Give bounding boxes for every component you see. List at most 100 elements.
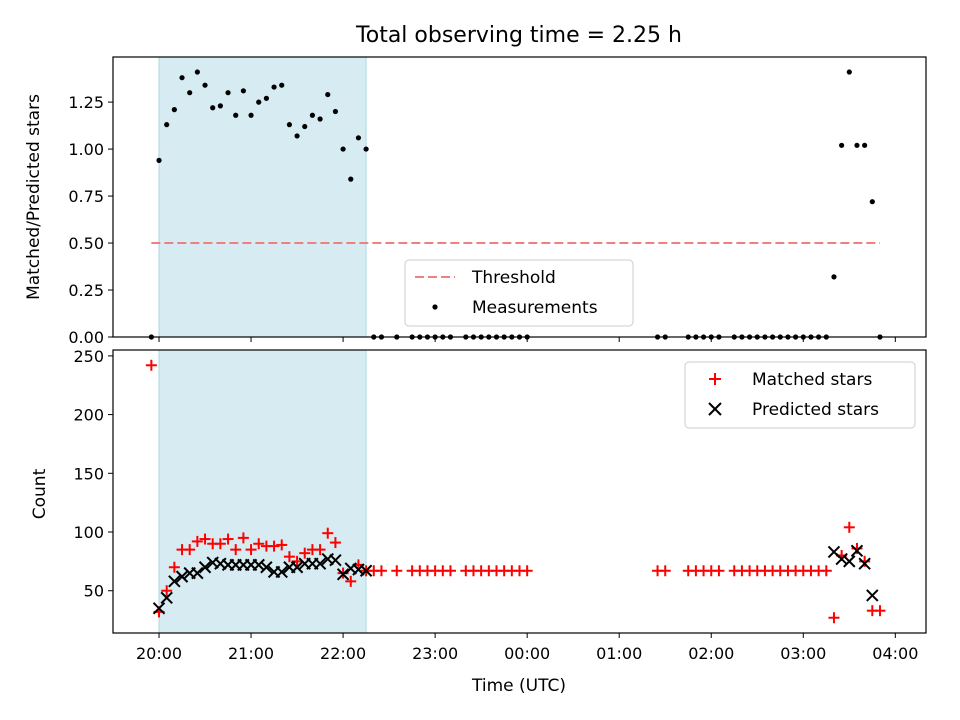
legend-predicted-swatch bbox=[708, 402, 722, 416]
matched-star-point bbox=[145, 359, 157, 371]
top-y-axis-label: Matched/Predicted stars bbox=[24, 94, 44, 300]
predicted-star-stroke-b bbox=[359, 564, 373, 577]
bottom-y-tick-label: 200 bbox=[73, 406, 104, 425]
predicted-star-stroke-b bbox=[152, 602, 166, 615]
matched-star-point bbox=[322, 527, 334, 539]
measurement-point bbox=[302, 123, 308, 130]
measurement-point bbox=[217, 103, 223, 109]
measurement-point bbox=[831, 274, 837, 280]
top-y-tick-label: 0.00 bbox=[68, 328, 104, 347]
predicted-star-stroke-b bbox=[175, 570, 189, 583]
predicted-star-stroke-b bbox=[191, 566, 204, 580]
matched-star-point bbox=[237, 532, 249, 544]
measurement-point bbox=[263, 95, 269, 101]
predicted-star-stroke-b bbox=[843, 555, 856, 568]
predicted-star-point bbox=[252, 558, 265, 572]
measurement-point bbox=[854, 142, 860, 148]
top-y-tick-label: 0.25 bbox=[68, 281, 104, 300]
measurement-point bbox=[340, 146, 346, 152]
legend-threshold-label: Threshold bbox=[471, 268, 556, 288]
predicted-star-point bbox=[168, 575, 181, 588]
matched-star-point bbox=[184, 544, 196, 556]
predicted-star-point bbox=[160, 591, 173, 604]
predicted-star-stroke-b bbox=[275, 565, 288, 579]
matched-star-point bbox=[828, 612, 840, 624]
predicted-star-point bbox=[866, 589, 879, 602]
measurement-point bbox=[317, 116, 323, 122]
bottom-x-tick-label: 03:00 bbox=[780, 644, 826, 663]
measurement-point bbox=[271, 84, 277, 90]
measurement-point bbox=[156, 157, 162, 163]
predicted-star-stroke-b bbox=[866, 589, 879, 602]
measurement-point bbox=[179, 75, 185, 81]
top-y-tick-label: 0.50 bbox=[68, 234, 104, 253]
predicted-star-stroke-b bbox=[198, 561, 212, 574]
bottom-y-tick-label: 50 bbox=[84, 582, 104, 601]
measurement-point bbox=[309, 112, 316, 118]
matched-star-point bbox=[283, 551, 295, 563]
measurement-point bbox=[355, 135, 362, 141]
measurement-point bbox=[164, 122, 170, 128]
predicted-star-point bbox=[858, 557, 871, 570]
matched-star-point bbox=[268, 540, 280, 552]
measurement-point bbox=[210, 105, 216, 111]
matched-star-point bbox=[444, 565, 456, 577]
predicted-star-point bbox=[336, 568, 350, 581]
predicted-star-stroke-b bbox=[160, 591, 173, 604]
measurement-point bbox=[225, 90, 231, 96]
matched-star-point bbox=[299, 547, 311, 559]
measurement-point bbox=[839, 142, 845, 148]
bottom-x-tick-label: 00:00 bbox=[504, 644, 550, 663]
bottom-y-tick-label: 150 bbox=[73, 464, 104, 483]
measurement-point bbox=[846, 69, 852, 75]
matched-star-point bbox=[820, 565, 832, 577]
top-y-tick-label: 1.00 bbox=[68, 140, 104, 159]
predicted-star-point bbox=[843, 555, 856, 568]
predicted-star-point bbox=[290, 561, 304, 574]
measurement-point bbox=[869, 199, 875, 205]
predicted-star-stroke-b bbox=[835, 552, 848, 566]
predicted-star-stroke-b bbox=[827, 545, 841, 559]
measurement-point bbox=[187, 90, 193, 96]
measurement-point bbox=[171, 107, 177, 113]
matched-star-point bbox=[253, 538, 265, 550]
predicted-star-point bbox=[152, 602, 166, 615]
legend-measurements-label: Measurements bbox=[472, 298, 598, 318]
matched-star-point bbox=[659, 565, 671, 577]
top-y-tick-label: 1.25 bbox=[68, 93, 104, 112]
bottom-x-tick-label: 21:00 bbox=[228, 644, 274, 663]
matched-star-point bbox=[874, 605, 886, 617]
predicted-star-point bbox=[359, 564, 373, 577]
top-plot-frame bbox=[112, 56, 927, 338]
bottom-highlight-span bbox=[158, 349, 367, 634]
bottom-x-tick-label: 04:00 bbox=[872, 644, 918, 663]
bottom-y-axis-label: Count bbox=[30, 468, 50, 519]
matched-star-point bbox=[291, 555, 303, 567]
matched-star-point bbox=[843, 521, 855, 533]
legend-matched-label: Matched stars bbox=[752, 370, 872, 390]
matched-star-point bbox=[345, 575, 357, 587]
matched-star-point bbox=[375, 565, 387, 577]
measurement-point bbox=[233, 112, 239, 118]
predicted-star-stroke-b bbox=[329, 553, 342, 567]
legend-matched-swatch bbox=[709, 373, 721, 385]
matched-star-point bbox=[191, 535, 203, 547]
bottom-y-tick-label: 250 bbox=[73, 347, 104, 366]
measurement-point bbox=[862, 142, 868, 148]
predicted-star-stroke-b bbox=[290, 561, 304, 574]
measurement-point bbox=[286, 122, 293, 128]
bottom-x-tick-label: 20:00 bbox=[136, 644, 182, 663]
measurement-point bbox=[363, 146, 369, 152]
bottom-legend: Matched stars Predicted stars bbox=[684, 361, 916, 429]
matched-star-point bbox=[222, 533, 234, 545]
bottom-x-tick-label: 23:00 bbox=[412, 644, 458, 663]
predicted-star-point bbox=[329, 553, 342, 567]
matched-star-point bbox=[214, 538, 226, 550]
matched-star-point bbox=[230, 544, 242, 556]
predicted-star-stroke-b bbox=[858, 557, 871, 570]
matched-star-point bbox=[391, 565, 403, 577]
measurement-point bbox=[240, 88, 246, 94]
predicted-star-point bbox=[850, 544, 864, 558]
predicted-star-point bbox=[191, 566, 204, 580]
